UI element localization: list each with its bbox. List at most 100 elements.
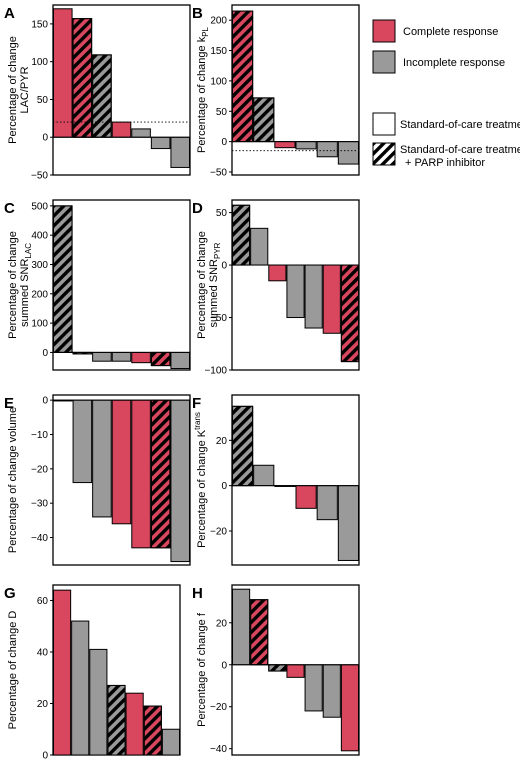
- bar-complete: [53, 8, 73, 138]
- bar-incomplete: [92, 399, 112, 518]
- bar-complete: [268, 264, 287, 282]
- bar-complete: [322, 264, 341, 334]
- y-tick-label: 0: [221, 137, 227, 148]
- y-tick-label: 20: [216, 618, 228, 629]
- panel-letter-g: G: [4, 585, 16, 602]
- bar-incomplete: [71, 620, 90, 756]
- y-axis-label: summed SNRPYR​: [208, 242, 222, 327]
- y-axis-label: Percentage of change kPL​: [196, 26, 210, 153]
- bar-incomplete: [337, 141, 360, 165]
- legend-label-incomplete: Incomplete response: [403, 57, 505, 69]
- bar-incomplete: [304, 264, 323, 329]
- legend-label-parp-line1: Standard-of-care treatment: [400, 144, 520, 156]
- y-tick-label: 150: [210, 46, 227, 57]
- legend-swatch-parp: [372, 142, 396, 166]
- y-tick-label: −20: [210, 527, 227, 538]
- bar-incomplete: [316, 141, 338, 158]
- y-tick-label: −50: [210, 167, 227, 178]
- y-tick-label: 400: [31, 231, 48, 242]
- bar-hatch-overlay: [92, 54, 112, 138]
- panel-a: A −50 0 50 100 150 Percentage of change LAC/PYR: [4, 4, 191, 182]
- legend-label-complete: Complete response: [403, 26, 498, 38]
- bar-incomplete: [150, 136, 171, 150]
- bar-complete: [53, 589, 72, 756]
- y-tick-label: −40: [210, 744, 227, 755]
- bar-complete: [295, 485, 317, 509]
- bar-incomplete: [161, 728, 181, 756]
- legend-swatch-soc: [372, 112, 396, 136]
- bar-complete: [131, 351, 151, 364]
- panel-g: G 0 20 40 60 Percentage of change D: [4, 584, 181, 760]
- bar-hatch-overlay: [340, 264, 360, 363]
- y-tick-label: 60: [37, 596, 49, 607]
- legend-label-soc: Standard-of-care treatment: [400, 119, 520, 131]
- bar-complete: [125, 692, 144, 756]
- bar-incomplete: [170, 351, 191, 370]
- panel-letter-a: A: [4, 5, 15, 22]
- y-tick-label: 150: [31, 19, 48, 30]
- bar-hatch-overlay: [150, 351, 171, 367]
- y-tick-label: 0: [42, 348, 48, 359]
- legend-swatch-complete: [372, 19, 396, 43]
- legend-label-parp-line2: + PARP inhibitor: [405, 157, 485, 169]
- panel-letter-d: D: [192, 200, 203, 217]
- panels-group: A −50 0 50 100 150 Percentage of change LAC/PYR…: [4, 4, 360, 760]
- y-tick-label: 100: [31, 319, 48, 330]
- y-tick-label: 0: [221, 261, 227, 272]
- y-tick-label: −50: [210, 313, 227, 324]
- bar-hatch-overlay: [150, 399, 171, 549]
- bar-hatch-overlay: [143, 705, 162, 756]
- bar-complete: [111, 121, 132, 138]
- y-axis-label: Percentage of change D: [7, 611, 19, 730]
- y-tick-label: 20: [37, 699, 49, 710]
- bar-hatch-overlay: [250, 599, 269, 666]
- bar-incomplete: [232, 588, 251, 666]
- bar-incomplete: [322, 664, 341, 718]
- y-axis-label: summed SNRLAC​: [19, 243, 33, 327]
- y-tick-label: 100: [210, 76, 227, 87]
- y-axis-label: Percentage of change: [196, 231, 208, 339]
- bar-hatch-overlay: [232, 405, 254, 487]
- panel-letter-e: E: [4, 395, 14, 412]
- y-tick-label: −30: [31, 499, 48, 510]
- bar-hatch-overlay: [72, 18, 93, 138]
- bar-complete: [274, 141, 296, 149]
- panel-e: E −40 −30 −20 −10 0 Percentage of change volum…: [4, 394, 191, 566]
- bar-incomplete: [253, 464, 275, 487]
- panel-f: F −20 0 20 Percentage of change Ktrans​: [192, 394, 360, 566]
- y-tick-label: 0: [42, 133, 48, 144]
- panel-d: D −100 −50 0 50 Percentage of change summed SN…: [192, 199, 360, 377]
- panel-letter-h: H: [192, 585, 203, 602]
- plot-frame: [52, 199, 191, 371]
- bar-incomplete: [250, 227, 269, 266]
- y-tick-label: 0: [221, 660, 227, 671]
- bar-complete: [286, 664, 305, 678]
- y-axis-label: Percentage of change Ktrans​: [193, 412, 208, 548]
- y-tick-label: −100: [204, 366, 227, 377]
- bar-incomplete: [304, 664, 323, 712]
- panel-letter-b: B: [192, 5, 203, 22]
- y-tick-label: 0: [42, 396, 48, 407]
- bar-incomplete: [286, 264, 305, 319]
- bar-incomplete: [295, 141, 317, 150]
- bar-incomplete: [170, 136, 191, 168]
- y-tick-label: 200: [210, 16, 227, 27]
- bar-incomplete: [111, 351, 132, 362]
- y-tick-label: −20: [210, 702, 227, 713]
- bar-incomplete: [170, 399, 191, 563]
- y-axis-label: LAC/PYR: [19, 66, 31, 113]
- y-axis-label: Percentage of change f: [196, 612, 208, 727]
- bar-incomplete: [337, 485, 360, 561]
- panel-h: H −40 −20 0 20 Percentage of change f: [192, 584, 360, 756]
- y-tick-label: 50: [216, 107, 228, 118]
- panel-letter-f: F: [192, 395, 201, 412]
- y-tick-label: 50: [37, 95, 49, 106]
- y-tick-label: −40: [31, 533, 48, 544]
- y-tick-label: 500: [31, 201, 48, 212]
- bar-hatch-overlay: [107, 684, 126, 756]
- bar-hatch-overlay: [268, 664, 287, 672]
- bar-hatch-overlay: [232, 204, 251, 266]
- bar-hatch-overlay: [253, 97, 275, 143]
